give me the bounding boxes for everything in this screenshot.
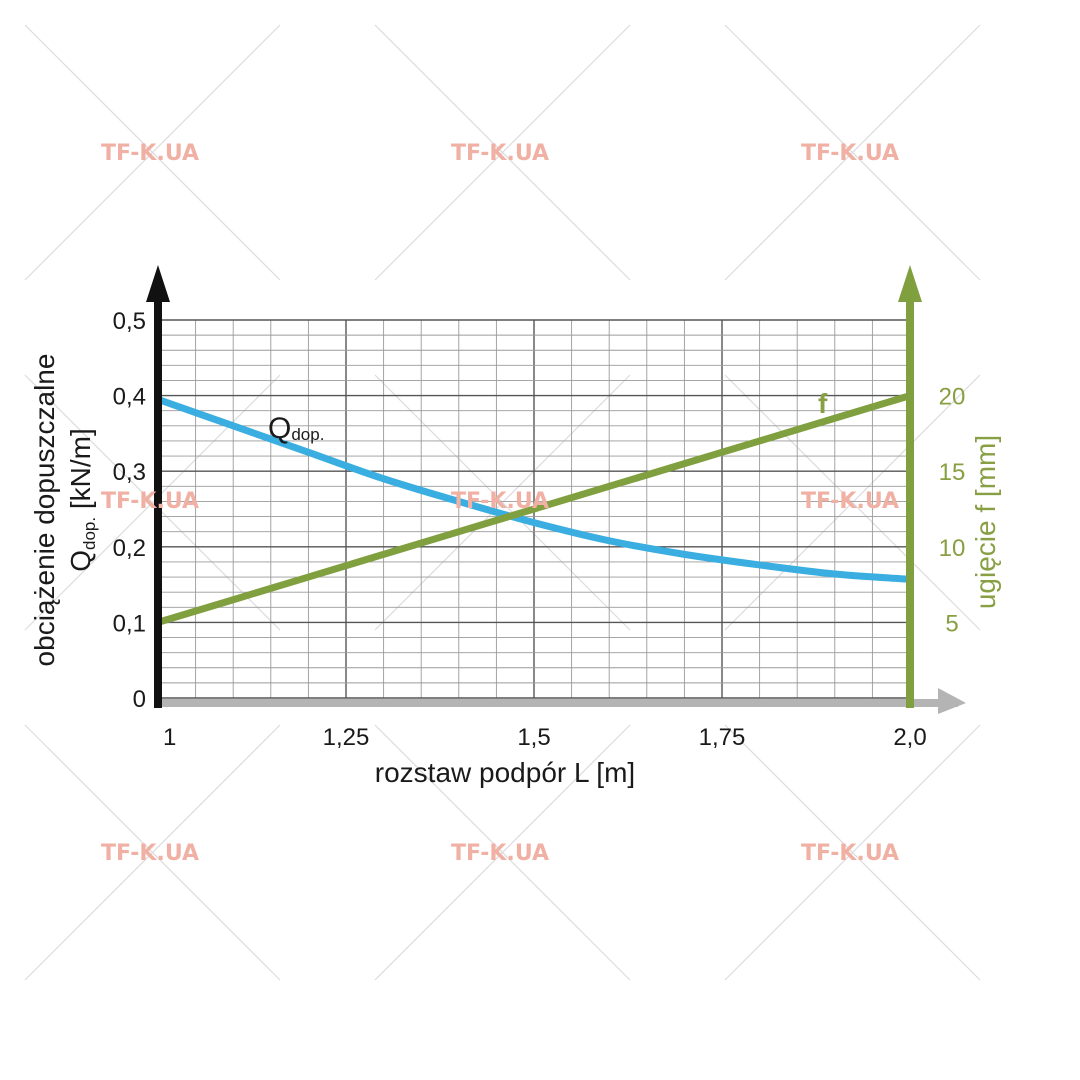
x-tick-label: 1,25: [323, 724, 370, 751]
watermark-text: TF-K.UA: [801, 841, 899, 866]
watermark-line: [374, 724, 631, 981]
watermark-text: TF-K.UA: [801, 489, 899, 514]
chart-ticks: 0 0,1 0,2 0,3 0,4 0,5 5 10 15 20 1 1,25 1,5 1,75 2,0: [113, 308, 966, 751]
watermark-texts: TF-K.UA TF-K.UA TF-K.UA TF-K.UA TF-K.UA TF-K.…: [101, 141, 899, 866]
y2-tick-label: 5: [945, 610, 958, 637]
y-tick-label: 0,4: [113, 384, 146, 411]
x-axis-label: rozstaw podpór L [m]: [375, 757, 635, 788]
y-tick-label: 0,1: [113, 610, 146, 637]
y2-tick-label: 15: [939, 459, 966, 486]
y2-axis-label: ugięcie f [mm]: [970, 435, 1001, 609]
x-tick-label: 1,75: [699, 724, 746, 751]
y-tick-label: 0: [133, 686, 146, 713]
watermark-line: [24, 24, 281, 281]
y-tick-label: 0,2: [113, 535, 146, 562]
y-axis-arrow: [146, 265, 170, 302]
y-axis-label-sub: dop.: [80, 517, 99, 550]
watermark-text: TF-K.UA: [451, 141, 549, 166]
series-line-f: [156, 392, 912, 626]
series-label-f: f: [818, 388, 828, 419]
y2-tick-label: 20: [939, 384, 966, 411]
chart-series: [156, 392, 912, 626]
watermark-line: [374, 374, 631, 631]
y-axis-label-main: obciążenie dopuszczalne: [29, 354, 60, 667]
x-tick-label: 2,0: [893, 724, 926, 751]
x-tick-label: 1,5: [517, 724, 550, 751]
chart-axes: [146, 265, 966, 714]
watermark-line: [724, 24, 981, 281]
watermark-text: TF-K.UA: [101, 841, 199, 866]
y2-tick-label: 10: [939, 535, 966, 562]
x-axis-arrow: [938, 688, 966, 714]
watermark-line: [724, 724, 981, 981]
watermark-text: TF-K.UA: [451, 841, 549, 866]
watermark-line: [24, 724, 281, 981]
watermark-lines: [24, 24, 981, 981]
watermark-line: [724, 374, 981, 631]
y-tick-label: 0,5: [113, 308, 146, 335]
series-label-q: Qdop.: [268, 412, 324, 445]
y-axis-label-unit: [kN/m]: [65, 428, 96, 517]
watermark-line: [24, 374, 281, 631]
y-axis-label-q: Q: [65, 550, 96, 572]
series-label-q-sym: Q: [268, 412, 291, 445]
series-label-q-sub: dop.: [291, 425, 324, 444]
watermark-text: TF-K.UA: [801, 141, 899, 166]
series-line-q: [156, 396, 911, 583]
watermark-text: TF-K.UA: [101, 141, 199, 166]
x-tick-label: 1: [163, 724, 176, 751]
watermark-text: TF-K.UA: [451, 489, 549, 514]
y-axis-label-symbol: Qdop. [kN/m]: [65, 428, 99, 572]
watermark-text: TF-K.UA: [101, 489, 199, 514]
y2-axis-arrow: [898, 265, 922, 302]
watermark-line: [374, 24, 631, 281]
y-tick-label: 0,3: [113, 459, 146, 486]
